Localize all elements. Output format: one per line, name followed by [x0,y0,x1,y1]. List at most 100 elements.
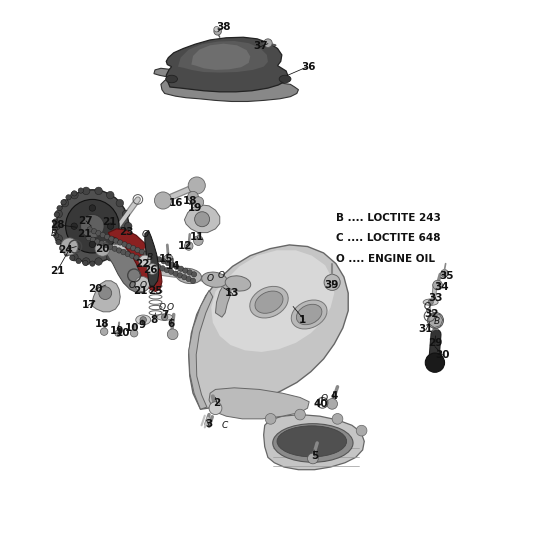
Text: O: O [166,303,174,312]
Text: 18: 18 [182,196,197,206]
Circle shape [95,241,110,256]
Text: 37: 37 [253,41,268,51]
Circle shape [165,260,171,266]
Circle shape [108,223,114,229]
Circle shape [100,232,105,238]
Text: 21: 21 [51,266,65,275]
Text: 25: 25 [148,286,163,296]
Circle shape [108,244,113,250]
Polygon shape [166,37,288,92]
Text: 23: 23 [119,226,133,237]
Circle shape [61,238,78,255]
Text: 24: 24 [58,245,73,254]
Text: 31: 31 [419,324,433,334]
Text: O: O [141,230,148,239]
Circle shape [61,200,69,207]
Ellipse shape [250,286,288,318]
Text: 19: 19 [188,203,202,213]
Polygon shape [91,281,120,312]
Circle shape [139,249,145,254]
Circle shape [115,330,121,336]
Circle shape [185,242,193,250]
Circle shape [82,187,90,195]
Circle shape [53,233,59,238]
Circle shape [112,246,117,251]
Circle shape [89,241,96,247]
Circle shape [52,226,58,231]
Text: 19: 19 [110,325,124,336]
Text: C .... LOCTITE 648: C .... LOCTITE 648 [336,233,441,244]
Circle shape [82,258,90,265]
Circle shape [54,212,59,217]
Text: 12: 12 [178,241,193,251]
Circle shape [195,212,210,226]
Circle shape [154,192,172,209]
Circle shape [139,255,151,267]
Ellipse shape [176,268,201,284]
Circle shape [167,329,178,339]
Text: 26: 26 [143,265,158,275]
Text: 21: 21 [133,286,148,296]
Text: O: O [207,274,214,282]
Text: 18: 18 [95,319,109,329]
Circle shape [188,192,199,202]
Ellipse shape [255,291,283,313]
Text: C: C [222,421,228,430]
Ellipse shape [423,299,438,306]
Circle shape [188,177,206,194]
Circle shape [71,223,77,229]
Text: 6: 6 [167,318,175,329]
Text: 7: 7 [161,310,168,320]
Text: 8: 8 [150,315,158,325]
Text: O: O [321,394,328,403]
Circle shape [441,270,448,277]
Circle shape [78,188,83,193]
Circle shape [72,190,77,196]
Circle shape [70,253,78,261]
Circle shape [96,230,101,236]
Text: O: O [140,280,147,289]
Text: 21: 21 [102,217,117,227]
Circle shape [66,200,119,253]
Text: 17: 17 [81,300,96,310]
Text: 27: 27 [78,216,93,226]
Circle shape [183,268,188,273]
Text: 4: 4 [330,391,337,401]
Circle shape [122,210,130,218]
Circle shape [89,205,96,211]
Circle shape [116,200,124,207]
Circle shape [214,26,219,32]
Circle shape [178,266,183,271]
Circle shape [64,251,69,256]
Text: 20: 20 [95,244,109,253]
Circle shape [178,273,182,278]
Text: O: O [423,302,430,311]
Text: 21: 21 [77,229,91,239]
Polygon shape [216,281,231,317]
Circle shape [122,242,127,247]
Circle shape [90,261,95,266]
Circle shape [155,264,161,269]
Circle shape [187,270,193,275]
Text: 2: 2 [213,398,220,408]
Text: 28: 28 [51,220,65,230]
Polygon shape [145,230,159,286]
Circle shape [327,399,337,409]
Circle shape [81,215,104,238]
Circle shape [161,314,168,321]
Circle shape [209,402,222,415]
Text: 34: 34 [434,282,449,292]
Circle shape [57,206,62,211]
Circle shape [265,414,276,424]
Circle shape [101,328,108,335]
Text: 22: 22 [135,259,150,268]
Circle shape [194,236,203,245]
Circle shape [113,238,118,243]
Circle shape [121,250,126,255]
Text: 11: 11 [189,232,204,242]
Circle shape [122,235,130,242]
Text: 40: 40 [313,399,328,409]
Text: 15: 15 [159,254,173,264]
Circle shape [308,453,318,464]
Polygon shape [189,245,348,409]
